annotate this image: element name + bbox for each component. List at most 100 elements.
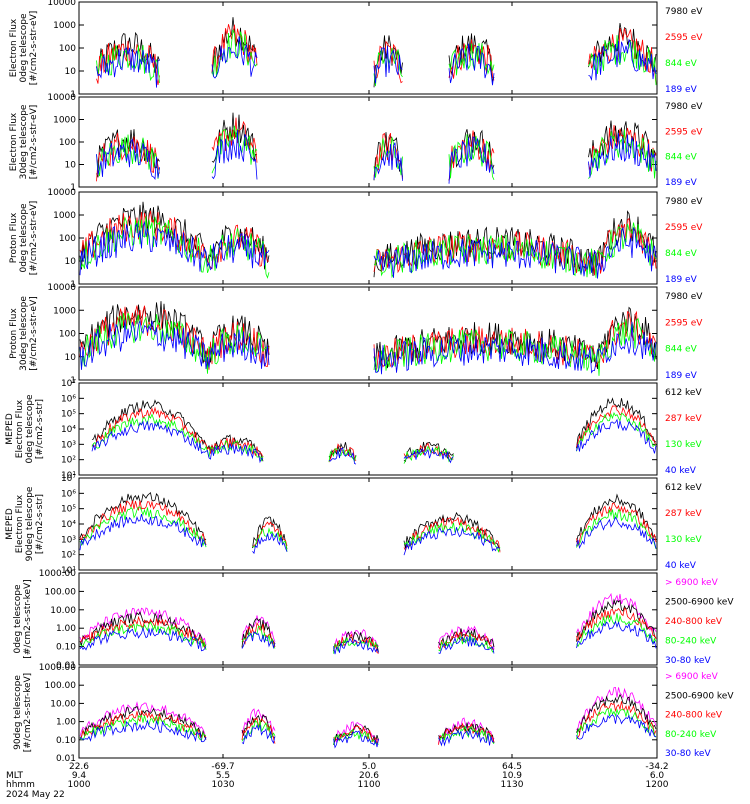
panel-7: 0.01 0.10 1.00 10.00 100.00 1000.00 0deg teles… <box>13 569 734 671</box>
legend-entry: 2595 eV <box>665 33 703 43</box>
panel-1: 1 10 100 1000 10000 Electron Flux 0deg telesco… <box>9 0 703 100</box>
legend-entry: 40 keV <box>665 466 697 476</box>
ytick-label: 10000 <box>47 0 76 8</box>
xtick-mlt: 9.4 <box>72 771 87 781</box>
legend-entry: 189 eV <box>665 85 698 95</box>
ytick-label: 1 <box>70 90 76 100</box>
legend-entry: 240-800 keV <box>665 711 723 721</box>
ylabel-line: 90deg telescope <box>25 486 35 561</box>
ytick-label: 1000 <box>53 211 76 221</box>
legend-entry: > 6900 keV <box>665 578 719 588</box>
series-trace <box>79 220 657 279</box>
legend-entry: 130 keV <box>665 535 702 545</box>
xtick-mlt: 10.9 <box>502 771 522 781</box>
ytick-label: 10.00 <box>50 606 76 616</box>
xtick-mlt: 20.6 <box>359 771 379 781</box>
series-trace <box>96 24 657 85</box>
series-trace <box>79 514 657 556</box>
legend-entry: 30-80 keV <box>665 749 711 759</box>
series-trace <box>79 592 657 652</box>
legend-entry: 80-240 keV <box>665 637 717 647</box>
ytick-label: 10⁵ <box>61 410 76 420</box>
legend-entry: 844 eV <box>665 249 698 259</box>
legend-entry: 2595 eV <box>665 127 703 137</box>
ylabel-line: 30deg telescope <box>19 296 29 371</box>
xtick-hhmm: 1000 <box>68 780 91 790</box>
ytick-label: 10⁶ <box>61 394 76 404</box>
ylabel-line: Proton Flux <box>9 212 19 263</box>
xrow-label: hhmm <box>6 780 35 790</box>
ytick-label: 100 <box>59 234 76 244</box>
xtick-hhmm: 1030 <box>212 780 235 790</box>
ylabel-line: Electron Flux <box>9 112 19 171</box>
ytick-label: 10³ <box>61 535 76 545</box>
panel-frame <box>78 1 658 95</box>
ytick-label: 10⁷ <box>61 379 76 389</box>
ytick-label: 100 <box>59 138 76 148</box>
ytick-label: 100.00 <box>45 681 77 691</box>
ytick-label: 10¹ <box>61 566 76 576</box>
ytick-label: 1000 <box>53 306 76 316</box>
xtick-latitude: 22.6 <box>69 762 89 772</box>
ylabel-line: Proton Flux <box>9 308 19 359</box>
series-trace <box>79 686 657 745</box>
ytick-label: 10² <box>61 456 76 466</box>
panel-3: 1 10 100 1000 10000 Proton Flux 0deg telescope… <box>9 188 703 290</box>
series-trace <box>96 125 657 180</box>
ytick-label: 1.00 <box>56 718 76 728</box>
ytick-label: 10⁴ <box>61 520 76 530</box>
series-trace <box>96 36 657 88</box>
legend-entry: 80-240 keV <box>665 730 717 740</box>
legend-entry: 189 eV <box>665 178 698 188</box>
legend-entry: 7980 eV <box>665 102 703 112</box>
ytick-label: 1000 <box>53 21 76 31</box>
series-trace <box>79 216 657 279</box>
ytick-label: 10⁷ <box>61 474 76 484</box>
panel-frame <box>78 572 658 666</box>
series-trace <box>79 312 657 376</box>
legend-entry: 2500-6900 keV <box>665 691 734 701</box>
ytick-label: 0.10 <box>56 643 76 653</box>
legend-entry: 844 eV <box>665 59 698 69</box>
panel-frame <box>78 382 658 476</box>
legend-entry: 30-80 keV <box>665 656 711 666</box>
series-trace <box>79 491 657 551</box>
panel-5: 10¹ 10² 10³ 10⁴ 10⁵ 10⁶ 10⁷ MEPED Electron Flux 0… <box>5 379 702 481</box>
panel-4: 1 10 100 1000 10000 Proton Flux 30deg telescop… <box>9 283 703 386</box>
series-trace <box>79 319 657 375</box>
ylabel-line: [#/cm2-s-str-eV] <box>29 11 39 86</box>
date-label: 2024 May 22 <box>6 790 65 800</box>
ytick-label: 1 <box>70 280 76 290</box>
ylabel-line: [#/cm2-s-str-eV] <box>29 105 39 180</box>
ylabel-line: [#/cm2-s-str-eV] <box>29 201 39 276</box>
series-trace <box>79 506 657 553</box>
series-trace <box>79 201 657 278</box>
series-trace <box>96 129 657 184</box>
xtick-latitude: -69.7 <box>211 762 234 772</box>
xtick-latitude: 64.5 <box>502 762 522 772</box>
legend-entry: 2595 eV <box>665 223 703 233</box>
legend-entry: 189 eV <box>665 371 698 381</box>
legend-entry: 287 keV <box>665 509 702 519</box>
legend-entry: 189 eV <box>665 275 698 285</box>
legend-entry: 240-800 keV <box>665 617 723 627</box>
legend-entry: 2595 eV <box>665 318 703 328</box>
ylabel-line: [#/cm2-s-str-keV] <box>23 579 33 658</box>
xtick-latitude: -34.2 <box>645 762 668 772</box>
ytick-label: 10000 <box>47 283 76 293</box>
ylabel-line: MEPED <box>5 413 15 445</box>
panel-6: 10¹ 10² 10³ 10⁴ 10⁵ 10⁶ 10⁷ MEPED Electron Flux 9… <box>5 474 702 576</box>
xtick-hhmm: 1200 <box>646 780 669 790</box>
legend-entry: 612 keV <box>665 483 702 493</box>
series-trace <box>79 713 657 749</box>
ytick-label: 10 <box>65 161 77 171</box>
legend-entry: 2500-6900 keV <box>665 598 734 608</box>
ylabel-line: Electron Flux <box>9 18 19 77</box>
ytick-label: 10 <box>65 353 77 363</box>
series-trace <box>91 418 657 465</box>
series-trace <box>79 598 657 653</box>
ytick-label: 10⁶ <box>61 489 76 499</box>
ylabel-line: [#/cm2-s-str-keV] <box>23 673 33 752</box>
